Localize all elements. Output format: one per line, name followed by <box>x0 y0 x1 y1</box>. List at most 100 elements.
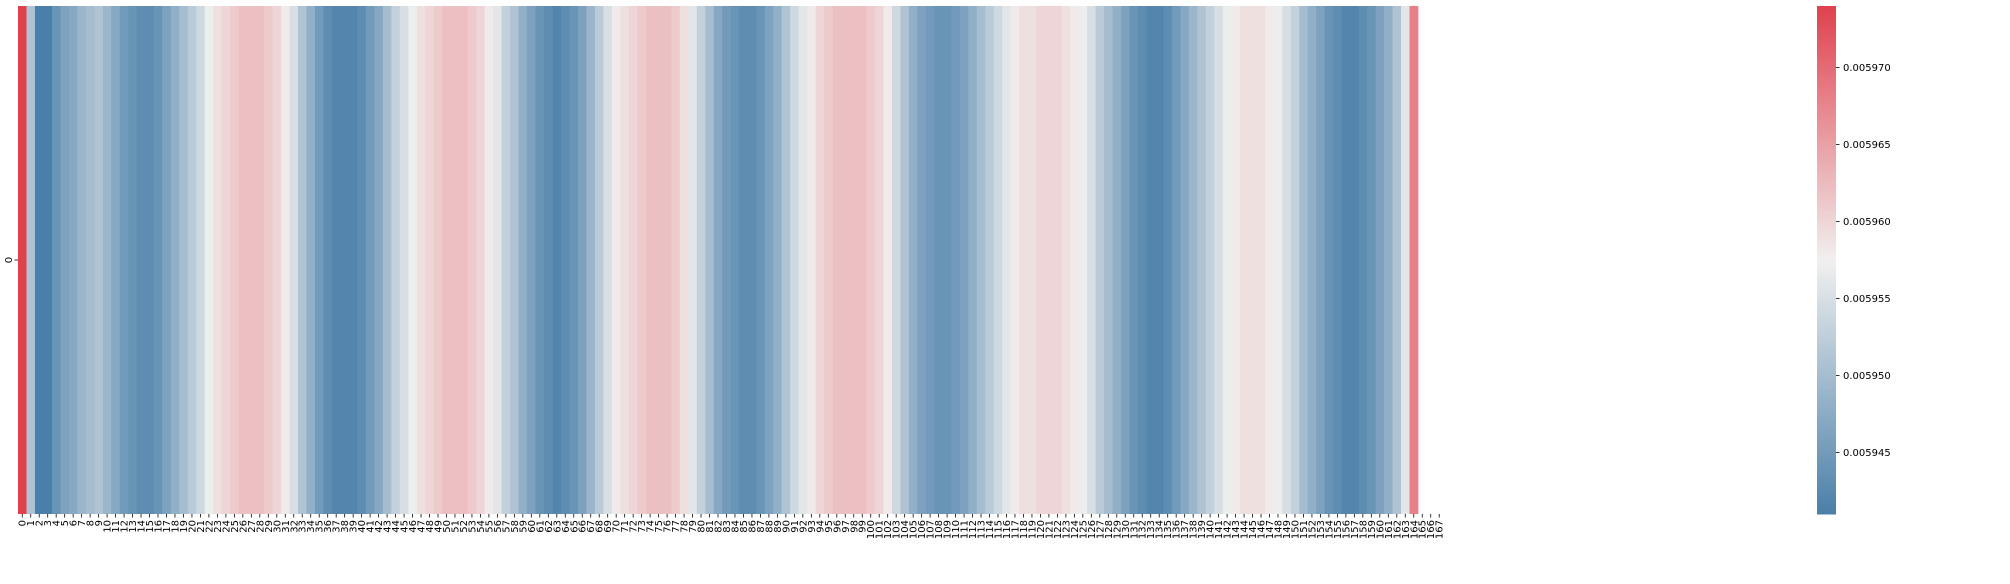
heatmap-cell <box>476 6 486 514</box>
colorbar-segment <box>1817 422 1836 426</box>
colorbar-tick-label: 0.005945 <box>1843 448 1891 459</box>
colorbar-segment <box>1817 493 1836 497</box>
colorbar-segment <box>1817 117 1836 121</box>
heatmap-cell <box>764 6 774 514</box>
x-tick-label: 80 <box>697 520 708 533</box>
x-tick-label: 110 <box>951 520 962 539</box>
heatmap-cell <box>306 6 316 514</box>
x-tick-label: 82 <box>714 520 725 533</box>
colorbar-segment <box>1817 44 1836 48</box>
x-tick-label: 71 <box>620 520 631 533</box>
x-tick-label: 10 <box>103 520 114 533</box>
x-tick-label: 113 <box>977 520 988 539</box>
colorbar-segment <box>1817 430 1836 434</box>
x-tick-label: 61 <box>535 520 546 533</box>
colorbar-segment <box>1817 420 1836 424</box>
colorbar-segment <box>1817 46 1836 50</box>
heatmap-cell <box>1180 6 1190 514</box>
colorbar-segment <box>1817 293 1836 297</box>
heatmap-cell <box>968 6 978 514</box>
x-tick-label: 72 <box>629 520 640 533</box>
colorbar-segment <box>1817 389 1836 393</box>
heatmap-cell <box>289 6 299 514</box>
x-tick-label: 158 <box>1358 520 1369 539</box>
colorbar-segment <box>1817 491 1836 495</box>
heatmap-cell <box>18 6 27 514</box>
colorbar-tick-label: 0.005960 <box>1843 217 1891 228</box>
x-tick-label: 48 <box>425 520 436 533</box>
colorbar-segment <box>1817 242 1836 246</box>
x-tick-label: 155 <box>1333 520 1344 539</box>
heatmap-cell <box>26 6 36 514</box>
colorbar-segment <box>1817 432 1836 436</box>
x-tick-label: 55 <box>484 520 495 533</box>
colorbar-segment <box>1817 221 1836 225</box>
heatmap-cell <box>314 6 324 514</box>
colorbar-segment <box>1817 359 1836 363</box>
x-tick-label: 87 <box>756 520 767 533</box>
colorbar-segment <box>1817 331 1836 335</box>
heatmap-cell <box>94 6 104 514</box>
heatmap-cell <box>1333 6 1343 514</box>
colorbar-segment <box>1817 361 1836 365</box>
colorbar-segment <box>1817 285 1836 289</box>
colorbar-segment <box>1817 244 1836 248</box>
heatmap-cell <box>348 6 358 514</box>
colorbar-segment <box>1817 133 1836 137</box>
colorbar-segment <box>1817 437 1836 441</box>
colorbar-segment <box>1817 16 1836 20</box>
x-tick-label: 94 <box>815 520 826 533</box>
heatmap-cell <box>993 6 1003 514</box>
colorbar-segment <box>1817 318 1836 322</box>
heatmap-cell <box>450 6 460 514</box>
x-tick-label: 115 <box>994 520 1005 539</box>
x-tick-label: 99 <box>858 520 869 533</box>
x-tick-label: 118 <box>1019 520 1030 539</box>
colorbar-segment <box>1817 36 1836 40</box>
colorbar-segment <box>1817 211 1836 215</box>
heatmap-cell <box>713 6 723 514</box>
x-tick-label: 52 <box>459 520 470 533</box>
colorbar-segment <box>1817 188 1836 192</box>
colorbar-segment <box>1817 193 1836 197</box>
x-tick-label: 125 <box>1078 520 1089 539</box>
heatmap-cell <box>552 6 562 514</box>
x-tick-label: 11 <box>111 520 122 533</box>
heatmap-cell <box>934 6 944 514</box>
x-axis-ticks: 0123456789101112131415161718192021222324… <box>18 514 1446 539</box>
x-tick-label: 145 <box>1248 520 1259 539</box>
colorbar-segment <box>1817 478 1836 482</box>
colorbar-tick-label: 0.005965 <box>1843 140 1891 151</box>
heatmap-cell <box>85 6 95 514</box>
x-tick-label: 101 <box>875 520 886 539</box>
x-tick-label: 40 <box>357 520 368 533</box>
colorbar-segment <box>1817 122 1836 126</box>
heatmap-cell <box>153 6 163 514</box>
colorbar-segment <box>1817 402 1836 406</box>
colorbar-segment <box>1817 150 1836 154</box>
heatmap-cell <box>544 6 553 514</box>
x-tick-label: 117 <box>1010 520 1021 539</box>
x-tick-label: 138 <box>1189 520 1200 539</box>
heatmap-cell <box>1392 6 1402 514</box>
colorbar-segment <box>1817 338 1836 342</box>
colorbar-segment <box>1817 82 1836 86</box>
x-tick-label: 35 <box>315 520 326 533</box>
x-tick-label: 0 <box>18 520 29 526</box>
heatmap-cell <box>1061 6 1071 514</box>
colorbar-segment <box>1817 501 1836 505</box>
colorbar-segment <box>1817 89 1836 93</box>
x-tick-label: 58 <box>510 520 521 533</box>
heatmap-cell <box>272 6 282 514</box>
heatmap-cell <box>637 6 647 514</box>
colorbar-segment <box>1817 463 1836 467</box>
heatmap-cell <box>1146 6 1156 514</box>
colorbar-segment <box>1817 110 1836 114</box>
colorbar-segment <box>1817 458 1836 462</box>
x-tick-label: 24 <box>221 520 232 533</box>
heatmap-cell <box>1299 6 1309 514</box>
heatmap-cell <box>484 6 494 514</box>
colorbar-segment <box>1817 275 1836 279</box>
colorbar-segment <box>1817 201 1836 205</box>
heatmap-cell <box>1129 6 1139 514</box>
